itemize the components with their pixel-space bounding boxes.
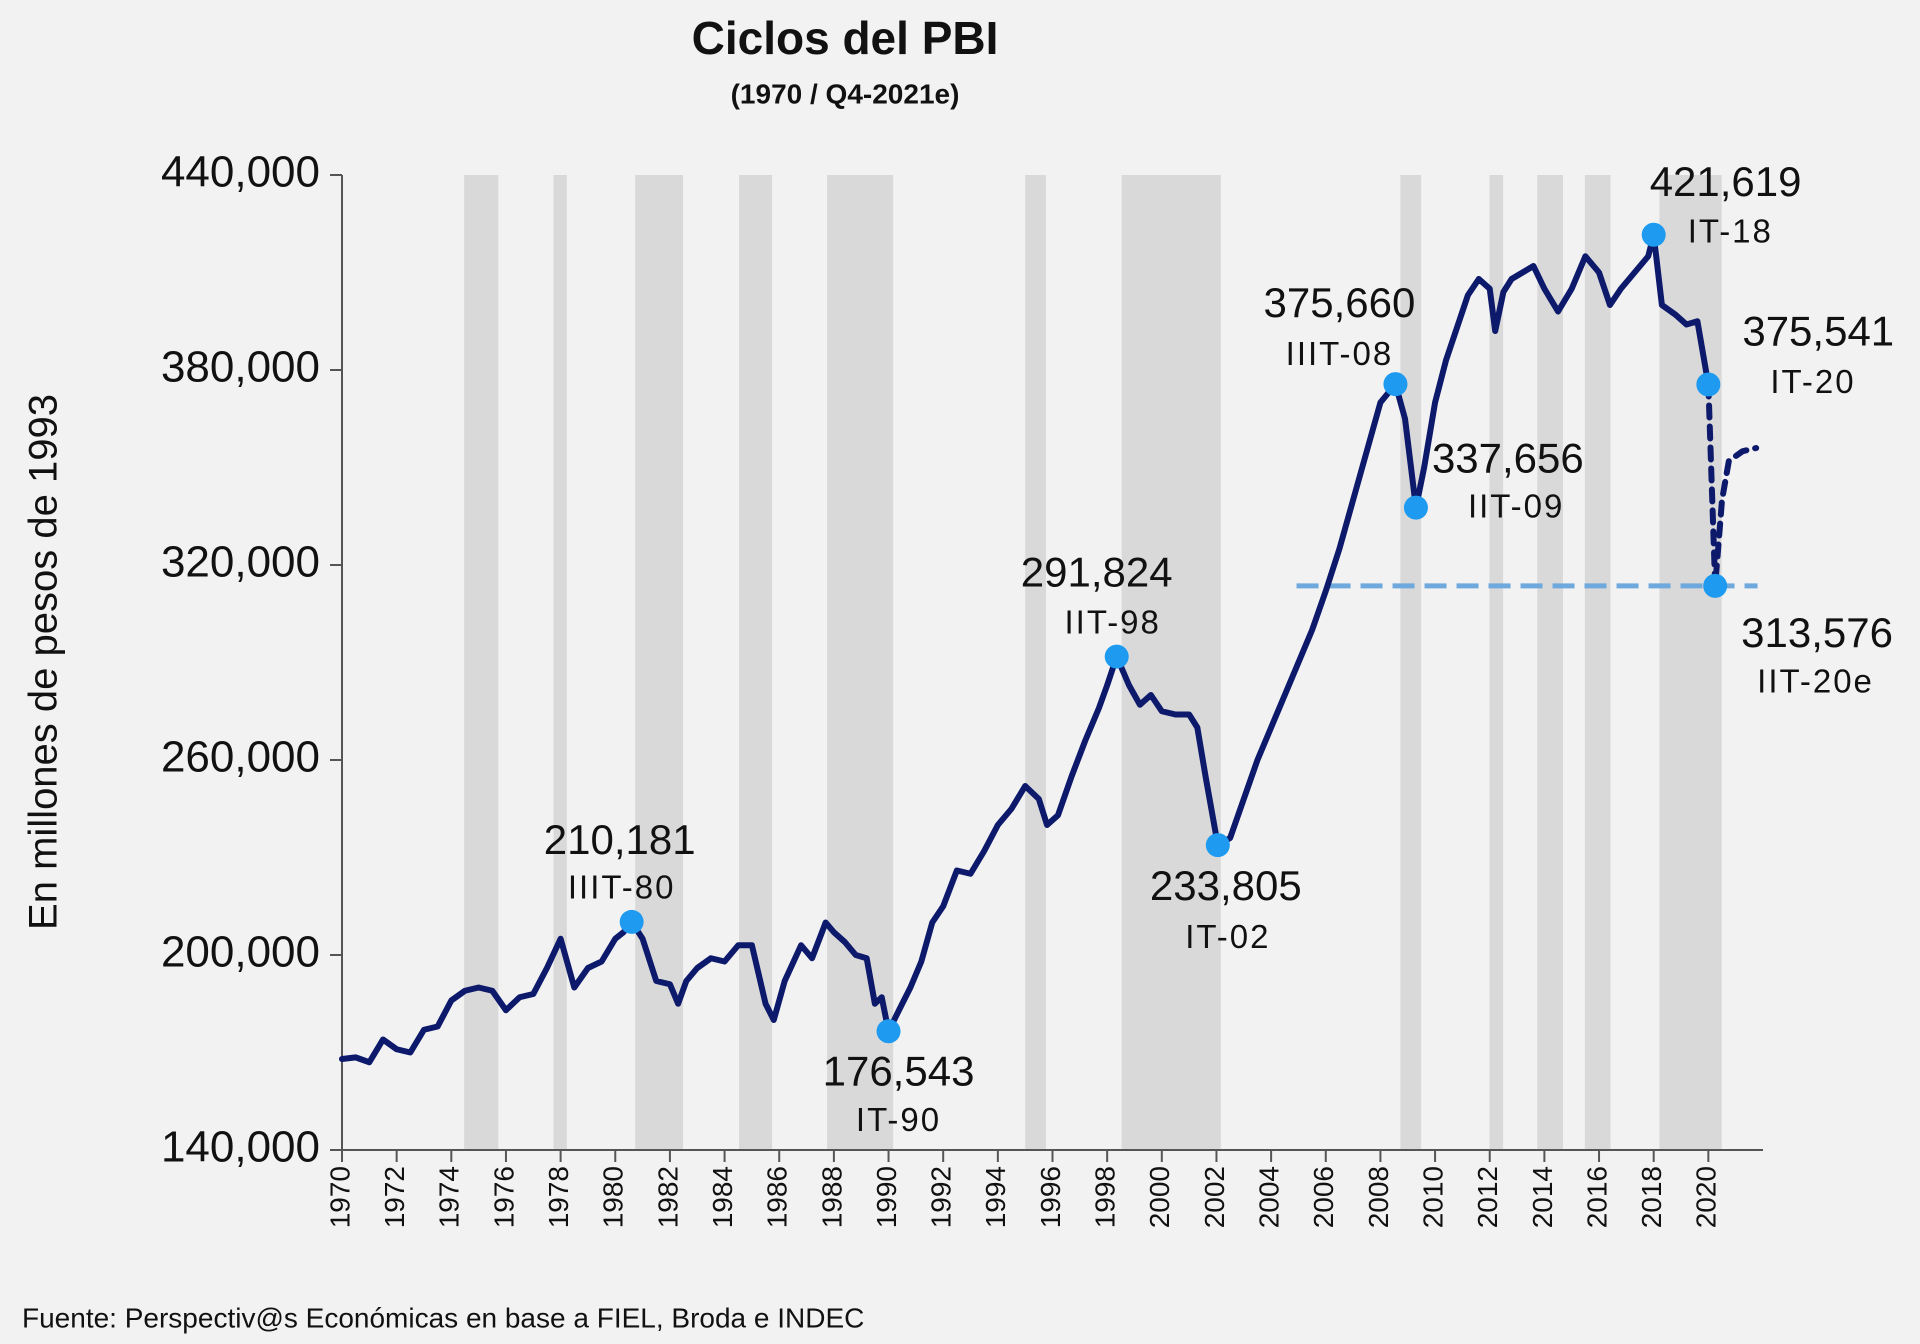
annotation-value: 313,576 <box>1741 609 1893 656</box>
x-tick-label: 2014 <box>1527 1166 1558 1228</box>
x-tick-label: 1990 <box>871 1166 902 1228</box>
annotation-period: IT-02 <box>1185 918 1270 955</box>
x-tick-label: 1994 <box>980 1166 1011 1228</box>
shaded-period <box>635 175 684 1150</box>
x-tick-label: 1982 <box>652 1166 683 1228</box>
annotation-value: 375,660 <box>1264 279 1416 326</box>
annotation-period: IIIT-08 <box>1286 335 1394 372</box>
x-tick-label: 1992 <box>926 1166 957 1228</box>
y-tick-label: 260,000 <box>161 733 320 782</box>
y-tick-label: 440,000 <box>161 148 320 197</box>
x-tick-label: 2020 <box>1691 1166 1722 1228</box>
annotation-period: IT-18 <box>1688 212 1773 249</box>
annotation-point <box>1403 495 1428 520</box>
x-tick-label: 1988 <box>816 1166 847 1228</box>
annotation-value: 176,543 <box>823 1047 975 1094</box>
x-tick-label: 2008 <box>1363 1166 1394 1228</box>
y-tick-label: 140,000 <box>161 1123 320 1172</box>
chart-title: Ciclos del PBI <box>692 12 999 64</box>
shaded-period <box>739 175 773 1150</box>
x-tick-label: 2010 <box>1417 1166 1448 1228</box>
shaded-period <box>827 175 894 1150</box>
x-tick-label: 1978 <box>543 1166 574 1228</box>
shaded-period <box>1489 175 1504 1150</box>
shaded-period <box>1121 175 1221 1150</box>
data-line <box>1705 381 1760 589</box>
data-line <box>339 231 1712 1066</box>
x-tick-label: 1984 <box>707 1166 738 1228</box>
shaded-period <box>1584 175 1611 1150</box>
annotation-point <box>1104 644 1129 669</box>
annotation-value: 233,805 <box>1150 862 1302 909</box>
x-tick-label: 2004 <box>1254 1166 1285 1228</box>
annotation-period: IT-90 <box>856 1101 941 1138</box>
annotation-value: 291,824 <box>1021 549 1173 596</box>
annotation-point <box>1703 573 1728 598</box>
x-tick-label: 1970 <box>324 1166 355 1228</box>
x-tick-label: 2000 <box>1144 1166 1175 1228</box>
shaded-period <box>1537 175 1563 1150</box>
chart-subtitle: (1970 / Q4-2021e) <box>731 78 960 109</box>
annotation-period: IIIT-80 <box>568 869 676 906</box>
y-tick-label: 380,000 <box>161 343 320 392</box>
x-tick-label: 2006 <box>1308 1166 1339 1228</box>
shaded-period <box>553 175 567 1150</box>
x-tick-label: 2002 <box>1199 1166 1230 1228</box>
annotation-period: IIT-98 <box>1065 603 1161 640</box>
x-tick-label: 2018 <box>1636 1166 1667 1228</box>
annotation-value: 421,619 <box>1650 158 1802 205</box>
annotation-period: IIT-20e <box>1757 663 1874 700</box>
x-tick-label: 2012 <box>1472 1166 1503 1228</box>
annotation-point <box>1696 372 1721 397</box>
x-tick-label: 2016 <box>1581 1166 1612 1228</box>
x-tick-label: 1986 <box>762 1166 793 1228</box>
x-tick-label: 1974 <box>434 1166 465 1228</box>
x-tick-label: 1972 <box>379 1166 410 1228</box>
shaded-period <box>1659 175 1722 1150</box>
x-tick-label: 1996 <box>1035 1166 1066 1228</box>
annotation-point <box>876 1019 901 1044</box>
y-tick-label: 200,000 <box>161 928 320 977</box>
source-note: Fuente: Perspectiv@s Económicas en base … <box>22 1302 864 1333</box>
annotation-value: 375,541 <box>1742 308 1894 355</box>
x-tick-label: 1980 <box>598 1166 629 1228</box>
annotation-period: IT-20 <box>1770 363 1855 400</box>
shaded-period <box>464 175 499 1150</box>
annotation-point <box>1205 833 1230 858</box>
annotation-point <box>1383 372 1408 397</box>
annotation-period: IIT-09 <box>1468 487 1564 524</box>
y-axis-label: En millones de pesos de 1993 <box>22 394 66 930</box>
annotation-point <box>1641 222 1666 247</box>
x-tick-label: 1998 <box>1090 1166 1121 1228</box>
annotation-value: 337,656 <box>1432 435 1584 482</box>
annotation-point <box>619 909 644 934</box>
y-tick-label: 320,000 <box>161 538 320 587</box>
shaded-period <box>1025 175 1046 1150</box>
x-tick-label: 1976 <box>488 1166 519 1228</box>
annotation-value: 210,181 <box>544 816 696 863</box>
